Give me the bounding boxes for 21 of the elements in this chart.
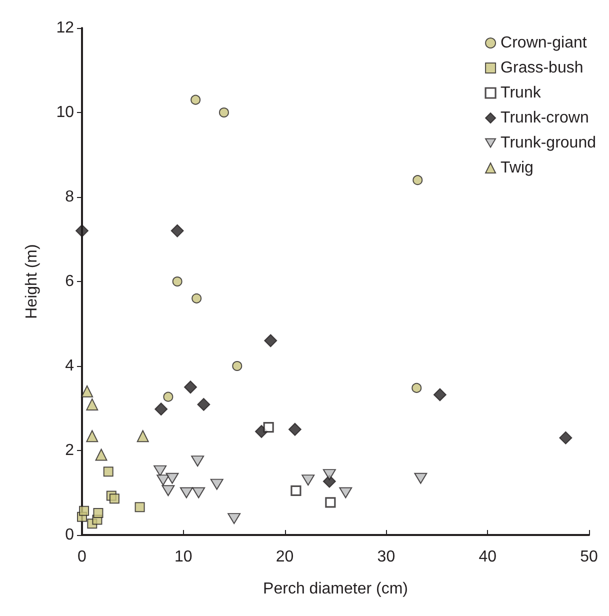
legend-label: Twig xyxy=(500,160,534,176)
x-axis-title: Perch diameter (cm) xyxy=(263,580,408,598)
y-tick-label: 10 xyxy=(56,104,74,121)
y-tick-label: 4 xyxy=(65,358,74,374)
x-tick-label: 10 xyxy=(174,548,192,566)
y-tick-label: 2 xyxy=(65,442,74,459)
legend-label: Grass-bush xyxy=(500,60,584,76)
legend-label: Trunk xyxy=(500,84,542,102)
legend-label: Trunk-crown xyxy=(500,110,589,126)
legend-label: Crown-giant xyxy=(500,34,588,52)
x-tick-label: 0 xyxy=(78,548,87,566)
x-tick-label: 30 xyxy=(377,548,396,566)
legend-label: Trunk-ground xyxy=(500,134,596,152)
y-axis-title: Height (m) xyxy=(24,244,40,319)
y-tick-label: 8 xyxy=(65,188,74,206)
y-tick-label: 0 xyxy=(65,526,74,544)
x-tick-label: 20 xyxy=(276,548,294,566)
x-tick-label: 50 xyxy=(580,548,598,566)
x-tick-label: 40 xyxy=(478,548,497,566)
y-tick-label: 12 xyxy=(56,20,74,36)
y-tick-label: 6 xyxy=(65,273,74,290)
